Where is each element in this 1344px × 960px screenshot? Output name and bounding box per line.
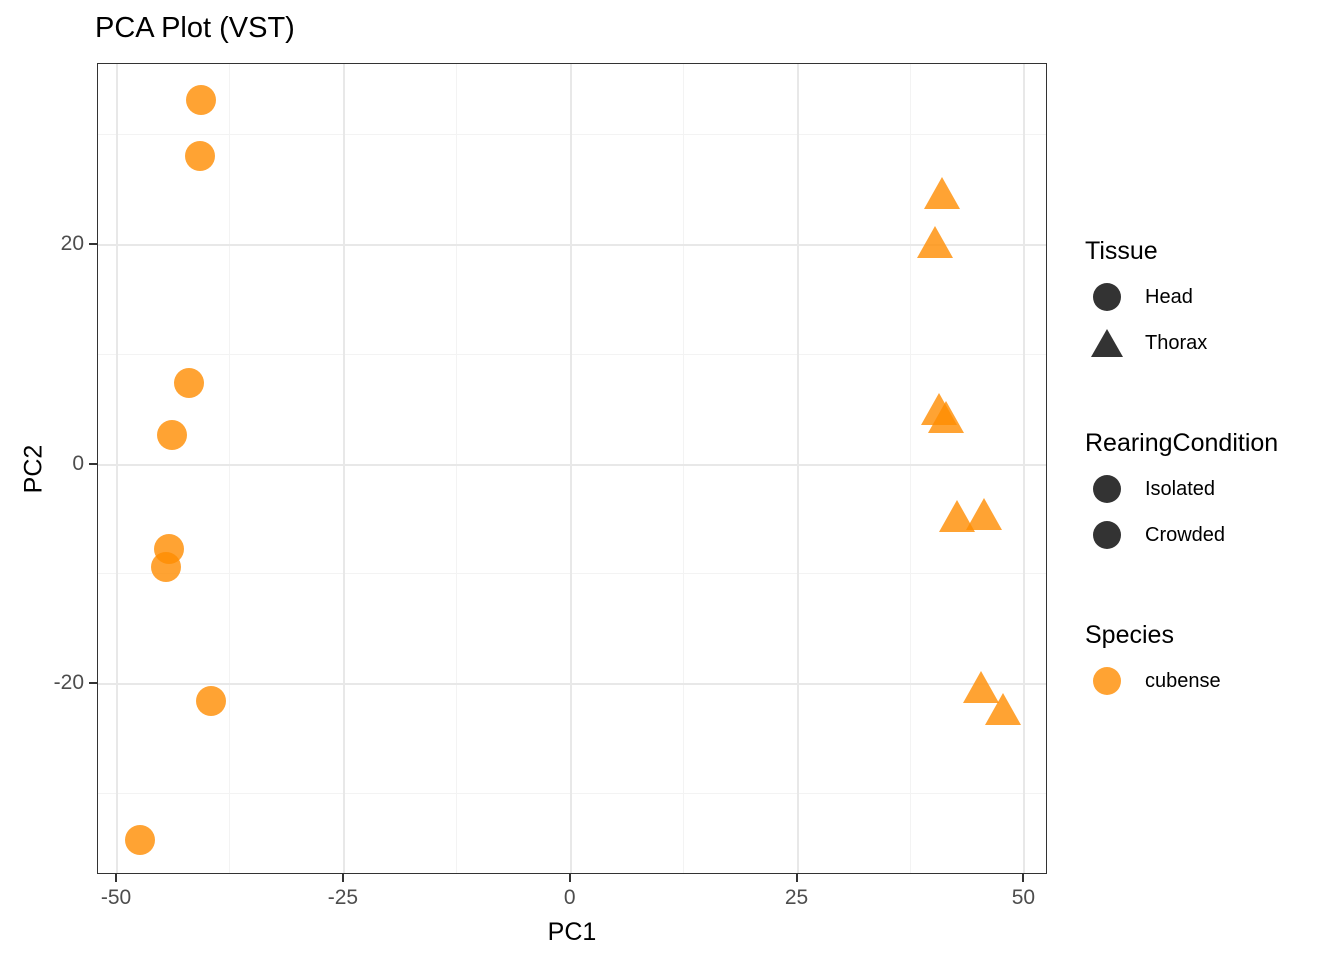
gridline-major — [1023, 64, 1026, 873]
head-data-point — [184, 141, 215, 172]
legend-item-cubense: cubense — [1085, 658, 1221, 704]
legend-group-tissue: Tissue Head Thorax — [1085, 236, 1207, 366]
x-tick-mark — [1022, 874, 1025, 882]
legend-label: Isolated — [1145, 477, 1216, 500]
head-data-point — [186, 85, 217, 116]
gridline-major — [98, 463, 1046, 466]
head-data-point — [124, 824, 155, 855]
gridline-major — [116, 64, 119, 873]
triangle-marker-icon — [1085, 329, 1129, 357]
legend-title-tissue: Tissue — [1085, 237, 1158, 265]
x-axis-title: PC1 — [547, 918, 597, 946]
plot-title: PCA Plot (VST) — [95, 12, 295, 44]
thorax-data-point — [923, 177, 960, 210]
legend-label: Thorax — [1145, 331, 1208, 354]
gridline-major — [796, 64, 799, 873]
gridline-major — [569, 64, 572, 873]
circle-marker-icon — [1085, 667, 1129, 695]
y-tick-mark — [89, 682, 97, 685]
gridline-major — [98, 244, 1046, 247]
thorax-data-point — [984, 693, 1021, 726]
legend-group-species: Species cubense — [1085, 620, 1221, 704]
y-tick-label: -20 — [53, 671, 84, 695]
head-data-point — [173, 368, 204, 399]
legend-label: Head — [1145, 285, 1193, 308]
gridline-major — [98, 683, 1046, 686]
circle-marker-icon — [1085, 475, 1129, 503]
y-tick-mark — [89, 462, 97, 465]
plot-panel — [97, 63, 1047, 874]
gridline-minor — [456, 64, 458, 873]
gridline-minor — [683, 64, 685, 873]
legend-item-crowded: Crowded — [1085, 512, 1278, 558]
legend-title-species: Species — [1085, 621, 1174, 649]
head-data-point — [196, 685, 227, 716]
gridline-major — [342, 64, 345, 873]
legend-item-head: Head — [1085, 274, 1207, 320]
x-tick-mark — [341, 874, 344, 882]
legend-label: Crowded — [1145, 523, 1226, 546]
y-tick-mark — [89, 243, 97, 246]
circle-marker-icon — [1085, 283, 1129, 311]
gridline-minor — [98, 573, 1046, 575]
x-tick-label: -50 — [100, 886, 132, 909]
thorax-data-point — [916, 225, 953, 258]
legend-item-isolated: Isolated — [1085, 466, 1278, 512]
gridline-minor — [909, 64, 911, 873]
circle-marker-icon — [1085, 521, 1129, 549]
gridline-minor — [229, 64, 231, 873]
x-tick-label: 25 — [784, 886, 809, 909]
x-tick-label: 0 — [563, 886, 576, 909]
x-tick-mark — [568, 874, 571, 882]
legend-title-rearingcondition: RearingCondition — [1085, 429, 1279, 457]
thorax-data-point — [965, 497, 1002, 530]
x-tick-mark — [115, 874, 118, 882]
y-tick-label: 0 — [72, 451, 84, 475]
head-data-point — [151, 551, 182, 582]
gridline-minor — [98, 134, 1046, 136]
legend-label: cubense — [1145, 669, 1221, 692]
legend-item-thorax: Thorax — [1085, 320, 1207, 366]
y-tick-label: 20 — [60, 232, 84, 256]
thorax-data-point — [928, 401, 965, 434]
x-tick-mark — [795, 874, 798, 882]
gridline-minor — [98, 792, 1046, 794]
legend-group-rearingcondition: RearingCondition Isolated Crowded — [1085, 428, 1278, 558]
head-data-point — [157, 419, 188, 450]
x-tick-label: 50 — [1011, 886, 1036, 909]
gridline-minor — [98, 353, 1046, 355]
x-tick-label: -25 — [327, 886, 359, 909]
y-axis-title: PC2 — [19, 444, 48, 493]
